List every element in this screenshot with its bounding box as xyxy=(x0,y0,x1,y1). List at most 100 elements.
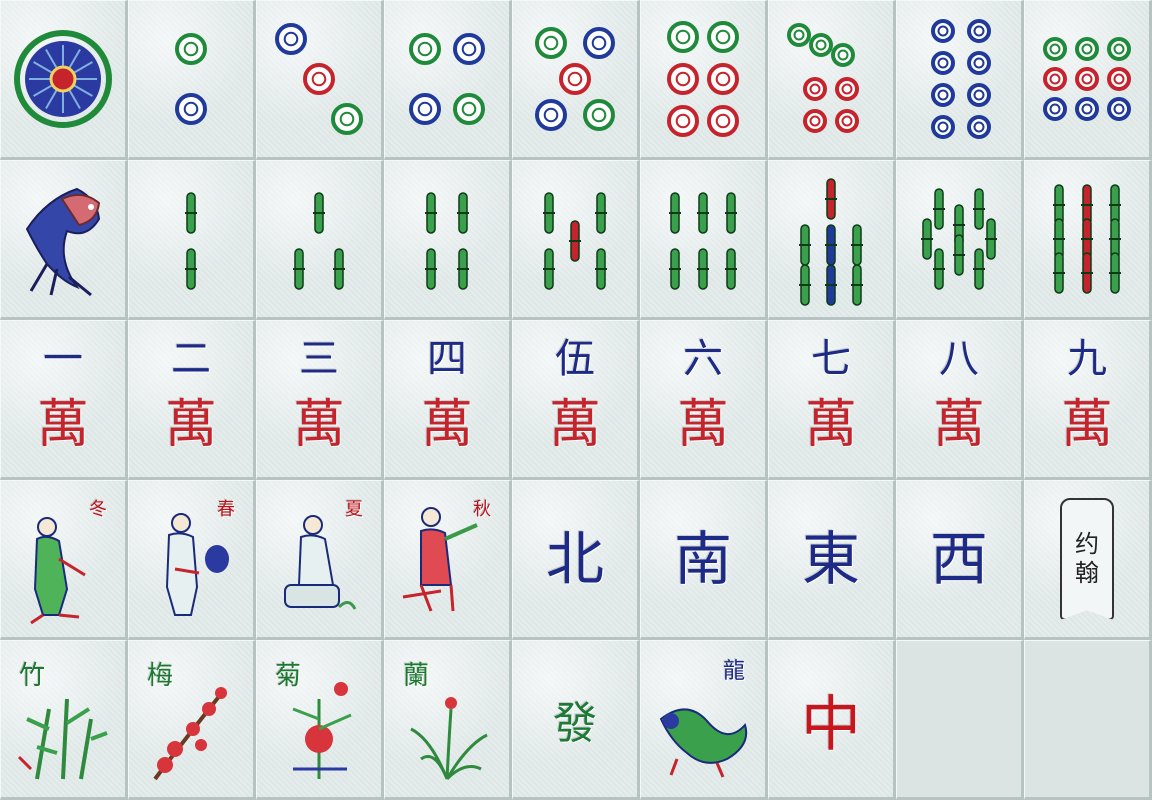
flower-label: 梅 xyxy=(147,661,174,691)
flower-orchid-tile[interactable]: 蘭 xyxy=(384,640,512,800)
circle-pip xyxy=(931,83,955,107)
circle-pip xyxy=(535,99,567,131)
five-character-tile[interactable]: 伍萬 xyxy=(512,320,640,480)
circle-pip xyxy=(707,105,739,137)
six-circles-tile[interactable] xyxy=(640,0,768,160)
six-bamboo-icon xyxy=(669,192,737,290)
season-winter-tile[interactable]: 冬 xyxy=(0,480,128,640)
four-circles-tile[interactable] xyxy=(384,0,512,160)
nine-bamboo-tile[interactable] xyxy=(1024,160,1152,320)
circle-pip xyxy=(1107,97,1131,121)
orchid-icon xyxy=(410,697,488,781)
dragon-tile[interactable]: 龍 xyxy=(640,640,768,800)
eight-bamboo-tile[interactable] xyxy=(896,160,1024,320)
circle-pip xyxy=(707,21,739,53)
circle-pip xyxy=(1075,67,1099,91)
season-label: 冬 xyxy=(89,499,107,520)
flower-bamboo-tile[interactable]: 竹 xyxy=(0,640,128,800)
number-glyph: 四 xyxy=(427,336,467,382)
number-glyph: 九 xyxy=(1067,336,1107,382)
seven-bamboo-tile[interactable] xyxy=(768,160,896,320)
season-autumn-tile[interactable]: 秋 xyxy=(384,480,512,640)
red-dragon-tile[interactable]: 中 xyxy=(768,640,896,800)
number-glyph: 二 xyxy=(171,336,211,382)
wind-glyph: 南 xyxy=(673,525,732,593)
season-label: 秋 xyxy=(473,499,491,520)
five-bamboo-tile[interactable] xyxy=(512,160,640,320)
seven-circles-tile[interactable] xyxy=(768,0,896,160)
circle-pip xyxy=(1075,97,1099,121)
eight-character-tile[interactable]: 八萬 xyxy=(896,320,1024,480)
season-label: 春 xyxy=(217,499,235,520)
empty-slot xyxy=(1024,640,1152,800)
circle-pip xyxy=(275,23,307,55)
joker-tile[interactable]: 约 翰 xyxy=(1024,480,1152,640)
flower-label: 蘭 xyxy=(403,661,430,691)
seven-bamboo-icon xyxy=(799,178,863,306)
six-bamboo-tile[interactable] xyxy=(640,160,768,320)
west-wind-tile[interactable]: 西 xyxy=(896,480,1024,640)
circle-pip xyxy=(967,51,991,75)
east-wind-tile[interactable]: 東 xyxy=(768,480,896,640)
four-bamboo-tile[interactable] xyxy=(384,160,512,320)
circle-pip xyxy=(559,63,591,95)
circle-pip xyxy=(803,77,827,101)
wind-glyph: 西 xyxy=(929,525,988,593)
figure-icon xyxy=(402,507,478,612)
circle-pip xyxy=(583,27,615,59)
chrysanthemum-icon xyxy=(292,682,352,779)
one-character-tile[interactable]: 一萬 xyxy=(0,320,128,480)
season-summer-tile[interactable]: 夏 xyxy=(256,480,384,640)
five-circles-tile[interactable] xyxy=(512,0,640,160)
circle-pip xyxy=(809,33,833,57)
four-character-tile[interactable]: 四萬 xyxy=(384,320,512,480)
one-circles-tile[interactable] xyxy=(0,0,128,160)
seven-character-tile[interactable]: 七萬 xyxy=(768,320,896,480)
one-bamboo-tile[interactable] xyxy=(0,160,128,320)
nine-circles-tile[interactable] xyxy=(1024,0,1152,160)
flower-plum-tile[interactable]: 梅 xyxy=(128,640,256,800)
two-bamboo-tile[interactable] xyxy=(128,160,256,320)
eight-circles-tile[interactable] xyxy=(896,0,1024,160)
four-bamboo-icon xyxy=(425,192,469,290)
two-character-tile[interactable]: 二萬 xyxy=(128,320,256,480)
circle-pip xyxy=(931,19,955,43)
number-glyph: 七 xyxy=(811,336,851,382)
two-circles-tile[interactable] xyxy=(128,0,256,160)
season-spring-tile[interactable]: 春 xyxy=(128,480,256,640)
five-bamboo-icon xyxy=(543,192,607,290)
circle-pip xyxy=(1043,97,1067,121)
circle-pip xyxy=(667,105,699,137)
three-character-tile[interactable]: 三萬 xyxy=(256,320,384,480)
circle-pip xyxy=(803,109,827,133)
green-dragon-tile[interactable]: 發 xyxy=(512,640,640,800)
circle-pip xyxy=(535,27,567,59)
dragon-icon xyxy=(659,708,748,778)
nine-character-tile[interactable]: 九萬 xyxy=(1024,320,1152,480)
figure-icon xyxy=(284,515,357,610)
joker-char-2: 翰 xyxy=(1075,559,1099,587)
green-dragon-glyph: 發 xyxy=(553,698,597,749)
south-wind-tile[interactable]: 南 xyxy=(640,480,768,640)
two-circles-icon xyxy=(175,33,207,125)
north-wind-tile[interactable]: 北 xyxy=(512,480,640,640)
circle-pip xyxy=(175,33,207,65)
three-circles-tile[interactable] xyxy=(256,0,384,160)
six-character-tile[interactable]: 六萬 xyxy=(640,320,768,480)
five-circles-icon xyxy=(535,27,615,131)
empty-slot xyxy=(896,640,1024,800)
three-bamboo-tile[interactable] xyxy=(256,160,384,320)
circle-pip xyxy=(667,21,699,53)
circle-pip xyxy=(303,63,335,95)
flower-chrysanthemum-tile[interactable]: 菊 xyxy=(256,640,384,800)
bamboo-plant-icon xyxy=(17,698,108,780)
wan-glyph: 萬 xyxy=(932,395,985,455)
wan-glyph: 萬 xyxy=(164,395,217,455)
number-glyph: 六 xyxy=(683,336,723,382)
circle-pip xyxy=(967,19,991,43)
number-glyph: 伍 xyxy=(555,336,595,382)
plum-blossom-icon xyxy=(153,687,227,781)
nine-circles-icon xyxy=(1043,37,1131,121)
wind-glyph: 北 xyxy=(545,525,604,593)
